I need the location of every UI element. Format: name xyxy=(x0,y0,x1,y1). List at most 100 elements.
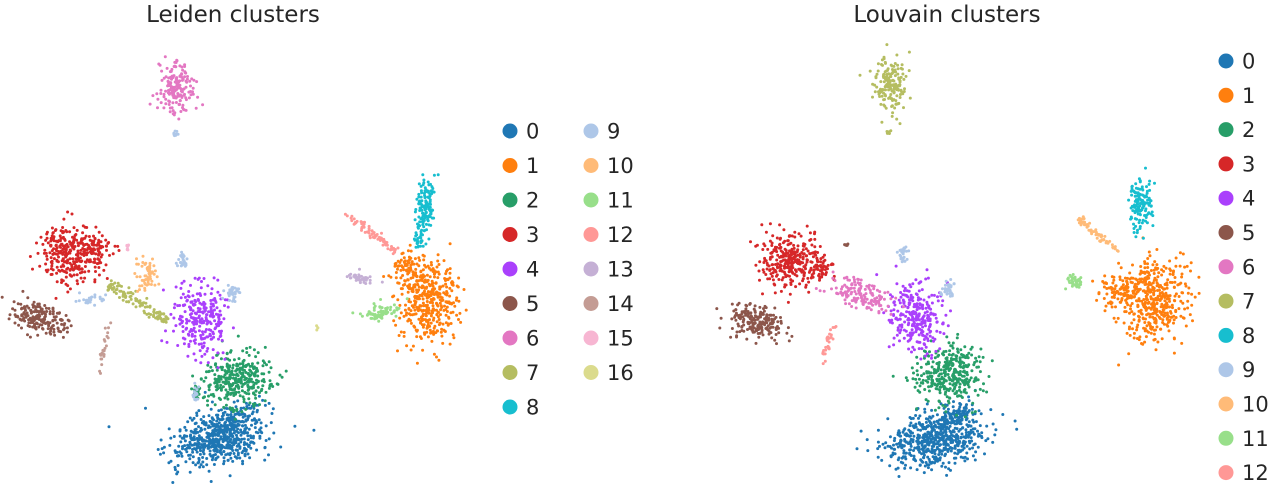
scatter-point xyxy=(214,326,218,330)
scatter-point xyxy=(1147,312,1151,316)
scatter-point xyxy=(184,428,188,432)
scatter-point xyxy=(233,413,237,416)
scatter-point xyxy=(345,214,349,218)
scatter-point xyxy=(181,325,185,329)
scatter-point xyxy=(919,428,923,432)
scatter-point xyxy=(936,354,940,358)
scatter-point xyxy=(107,425,111,429)
scatter-point xyxy=(51,312,55,316)
scatter-point xyxy=(962,389,966,392)
scatter-point xyxy=(808,238,812,242)
scatter-point xyxy=(27,306,31,310)
scatter-point xyxy=(244,407,248,411)
scatter-point xyxy=(187,445,191,449)
scatter-point xyxy=(962,406,966,410)
scatter-point xyxy=(33,323,36,327)
scatter-point xyxy=(937,406,941,410)
scatter-point xyxy=(93,293,97,297)
scatter-point xyxy=(438,298,442,302)
scatter-point xyxy=(219,331,223,335)
scatter-point xyxy=(426,290,430,294)
scatter-point xyxy=(768,268,772,272)
scatter-point xyxy=(1162,308,1166,311)
scatter-point xyxy=(937,365,941,369)
scatter-point xyxy=(213,373,217,377)
scatter-point xyxy=(103,346,107,350)
scatter-point xyxy=(448,267,452,271)
scatter-point xyxy=(115,287,119,291)
scatter-point xyxy=(1161,318,1165,322)
scatter-point xyxy=(217,337,220,341)
scatter-point xyxy=(159,316,163,320)
scatter-point xyxy=(44,322,48,325)
scatter-point xyxy=(775,236,779,240)
scatter-point xyxy=(185,299,189,303)
scatter-point xyxy=(895,442,899,446)
scatter-point xyxy=(370,232,374,236)
scatter-point xyxy=(179,286,183,290)
scatter-point xyxy=(202,319,206,323)
scatter-point xyxy=(358,267,361,271)
scatter-point xyxy=(238,380,241,384)
scatter-point xyxy=(788,274,791,278)
scatter-point xyxy=(255,378,258,382)
scatter-point xyxy=(208,314,212,318)
scatter-point xyxy=(406,284,410,288)
scatter-point xyxy=(66,210,70,214)
scatter-point xyxy=(963,415,967,419)
scatter-point xyxy=(172,329,175,333)
scatter-point xyxy=(169,81,173,85)
scatter-point xyxy=(1102,297,1106,300)
scatter-point xyxy=(128,291,132,295)
scatter-point xyxy=(263,458,267,462)
legend-label: 7 xyxy=(526,361,539,385)
scatter-point xyxy=(267,401,271,405)
scatter-point xyxy=(939,372,943,376)
scatter-point xyxy=(1135,337,1139,340)
scatter-point xyxy=(814,253,818,257)
scatter-point xyxy=(972,363,976,367)
scatter-point xyxy=(951,373,955,377)
scatter-point xyxy=(37,325,41,329)
scatter-point xyxy=(188,440,192,444)
scatter-point xyxy=(427,282,431,286)
scatter-point xyxy=(1155,307,1159,311)
scatter-point xyxy=(97,252,101,256)
scatter-point xyxy=(267,360,271,364)
scatter-point xyxy=(207,432,211,435)
scatter-point xyxy=(801,257,805,261)
scatter-point xyxy=(966,410,970,414)
scatter-point xyxy=(1135,328,1139,332)
scatter-point xyxy=(191,86,195,90)
scatter-point xyxy=(51,319,55,323)
scatter-point xyxy=(74,233,78,236)
scatter-point xyxy=(256,385,260,389)
scatter-point xyxy=(417,182,421,186)
scatter-point xyxy=(434,331,438,335)
scatter-point xyxy=(953,368,957,372)
scatter-point xyxy=(426,335,430,339)
scatter-point xyxy=(1112,295,1116,299)
scatter-point xyxy=(67,319,71,323)
scatter-point xyxy=(911,377,915,381)
scatter-point xyxy=(921,427,925,431)
scatter-point xyxy=(425,292,429,296)
scatter-point xyxy=(24,315,28,319)
scatter-point xyxy=(206,399,209,403)
scatter-point xyxy=(796,253,800,257)
scatter-point xyxy=(188,457,192,461)
scatter-point xyxy=(1172,299,1176,302)
scatter-point xyxy=(1181,301,1185,305)
scatter-point xyxy=(248,401,252,405)
scatter-point xyxy=(55,271,59,275)
scatter-point xyxy=(450,289,454,293)
scatter-point xyxy=(216,278,220,282)
scatter-point xyxy=(1155,313,1159,317)
scatter-point xyxy=(62,217,66,221)
scatter-point xyxy=(1118,275,1122,279)
scatter-point xyxy=(409,309,413,313)
scatter-point xyxy=(1138,272,1142,276)
scatter-point xyxy=(263,399,267,403)
scatter-point xyxy=(392,319,396,323)
scatter-point xyxy=(1127,352,1131,356)
